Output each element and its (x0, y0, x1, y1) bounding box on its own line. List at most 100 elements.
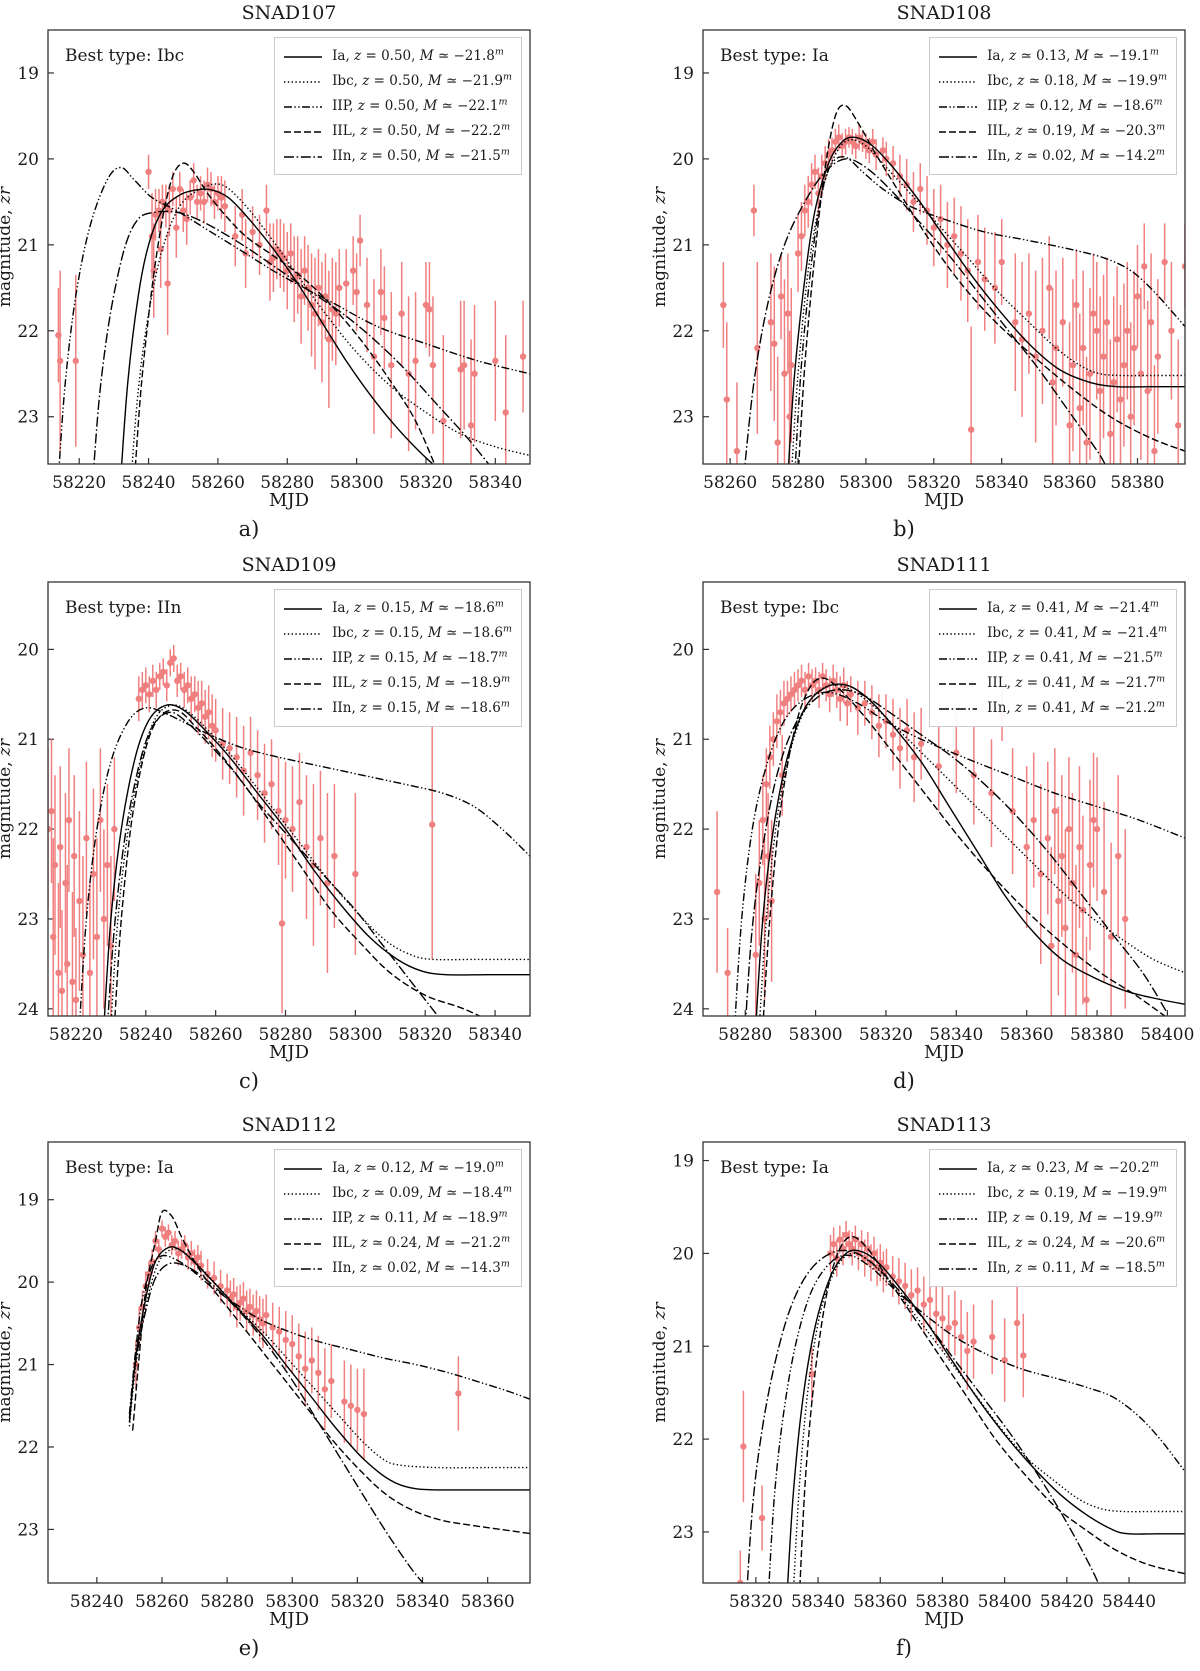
data-point (838, 142, 846, 150)
model-curve-IIn (93, 210, 490, 464)
subplot-caption: f) (896, 1636, 912, 1660)
data-point (282, 1336, 289, 1344)
data-point (297, 293, 305, 300)
data-point (90, 870, 97, 878)
data-point (363, 301, 371, 309)
data-point (226, 745, 233, 752)
data-point (266, 258, 274, 266)
y-tick-label: 23 (17, 1520, 39, 1540)
legend-line-sample (939, 632, 978, 635)
data-point (896, 745, 904, 752)
model-curves-group (744, 104, 1185, 464)
legend-entry-label: IIn, z = 0.15, M ≃ −18.6m (332, 698, 510, 716)
data-point (381, 314, 388, 322)
best-type-label: Best type: Ibc (65, 46, 184, 66)
y-tick-label: 22 (17, 820, 39, 840)
legend-entry-IIn: IIn, z ≃ 0.02, M ≃ −14.2m (937, 144, 1167, 169)
legend-line-sample (284, 707, 323, 710)
data-point (467, 422, 475, 429)
data-point (844, 700, 851, 707)
data-point (777, 293, 785, 300)
data-point (296, 798, 303, 806)
data-point (1086, 861, 1094, 869)
data-point (833, 686, 840, 694)
data-point (341, 1398, 348, 1405)
x-tick-label: 58320 (330, 1592, 384, 1612)
model-curve-IIn (746, 1249, 1099, 1583)
data-point (847, 691, 854, 698)
data-point (733, 447, 741, 455)
x-tick-label: 58320 (907, 473, 961, 493)
best-type-label: Best type: IIn (65, 598, 181, 618)
data-point (72, 357, 79, 365)
data-point (492, 357, 499, 365)
model-curve-IIP (768, 1254, 1185, 1583)
data-point (354, 1406, 361, 1414)
y-tick-label: 20 (672, 150, 694, 170)
data-point (1039, 327, 1046, 334)
data-point (1012, 318, 1019, 326)
data-point (48, 825, 52, 833)
data-point (1059, 318, 1067, 326)
model-curve-IIP (58, 166, 530, 464)
legend-line-sample (284, 80, 323, 83)
x-tick-label: 58300 (265, 1592, 319, 1612)
data-point (156, 673, 163, 680)
data-point (58, 987, 66, 995)
model-curve-Ia (103, 704, 530, 1016)
data-point (158, 1225, 166, 1232)
legend-entry-label: IIn, z ≃ 0.11, M ≃ −18.5m (987, 1258, 1165, 1276)
model-curves-group (79, 704, 530, 1016)
y-tick-label: 23 (672, 408, 694, 428)
legend: Ia, z = 0.15, M ≃ −18.6m Ibc, z = 0.15, M… (274, 589, 522, 727)
data-point (70, 852, 78, 860)
data-point (1090, 816, 1097, 824)
model-curves-group (128, 1209, 530, 1583)
data-point (754, 344, 761, 352)
legend-entry-label: Ibc, z = 0.41, M ≃ −21.4m (987, 623, 1167, 641)
x-tick-label: 58400 (978, 1592, 1032, 1612)
data-point (145, 168, 152, 176)
data-point (1121, 915, 1129, 923)
data-point (1100, 888, 1108, 896)
model-curve-IIL (798, 104, 1185, 464)
y-tick-label: 20 (17, 150, 39, 170)
data-point (1093, 825, 1101, 833)
legend-entry-Ibc: Ibc, z = 0.50, M ≃ −21.9m (282, 69, 512, 94)
data-point (1058, 852, 1066, 860)
legend-entry-label: IIL, z ≃ 0.19, M ≃ −20.3m (987, 121, 1166, 139)
data-point (1051, 807, 1059, 815)
data-point (1037, 870, 1044, 878)
data-point (455, 1390, 462, 1397)
legend-entry-label: IIL, z = 0.50, M ≃ −22.2m (332, 121, 511, 139)
data-point (866, 147, 873, 154)
data-point (945, 1324, 952, 1331)
data-point (317, 834, 324, 842)
subplot-caption: b) (893, 517, 915, 541)
data-point (149, 677, 156, 685)
data-point (914, 1287, 921, 1294)
data-point (910, 198, 917, 206)
data-point (1020, 1352, 1027, 1359)
data-point (767, 318, 775, 326)
data-point (774, 439, 781, 446)
data-point (276, 1328, 283, 1335)
x-tick-label: 58380 (915, 1592, 969, 1612)
data-point (798, 677, 805, 685)
model-curves-group (58, 162, 530, 464)
legend-line-sample (284, 1192, 323, 1195)
data-point (1168, 327, 1175, 334)
legend-entry-label: IIL, z = 0.41, M ≃ −21.7m (987, 673, 1166, 691)
panel-c: SNAD109 magnitude, zr MJD c) 58220 58240 58260… (0, 552, 600, 1104)
legend-entry-Ia: Ia, z ≃ 0.12, M ≃ −19.0m (282, 1156, 512, 1181)
legend-entry-Ia: Ia, z ≃ 0.13, M ≃ −19.1m (937, 44, 1167, 69)
data-point (311, 310, 319, 317)
data-point (332, 310, 340, 317)
legend-entry-Ia: Ia, z ≃ 0.23, M ≃ −20.2m (937, 1156, 1167, 1181)
legend-line-sample (939, 1192, 978, 1195)
x-tick-label: 58340 (791, 1592, 845, 1612)
legend-entry-label: IIP, z = 0.41, M ≃ −21.5m (987, 648, 1163, 666)
data-point (57, 843, 64, 851)
data-point (181, 686, 188, 694)
